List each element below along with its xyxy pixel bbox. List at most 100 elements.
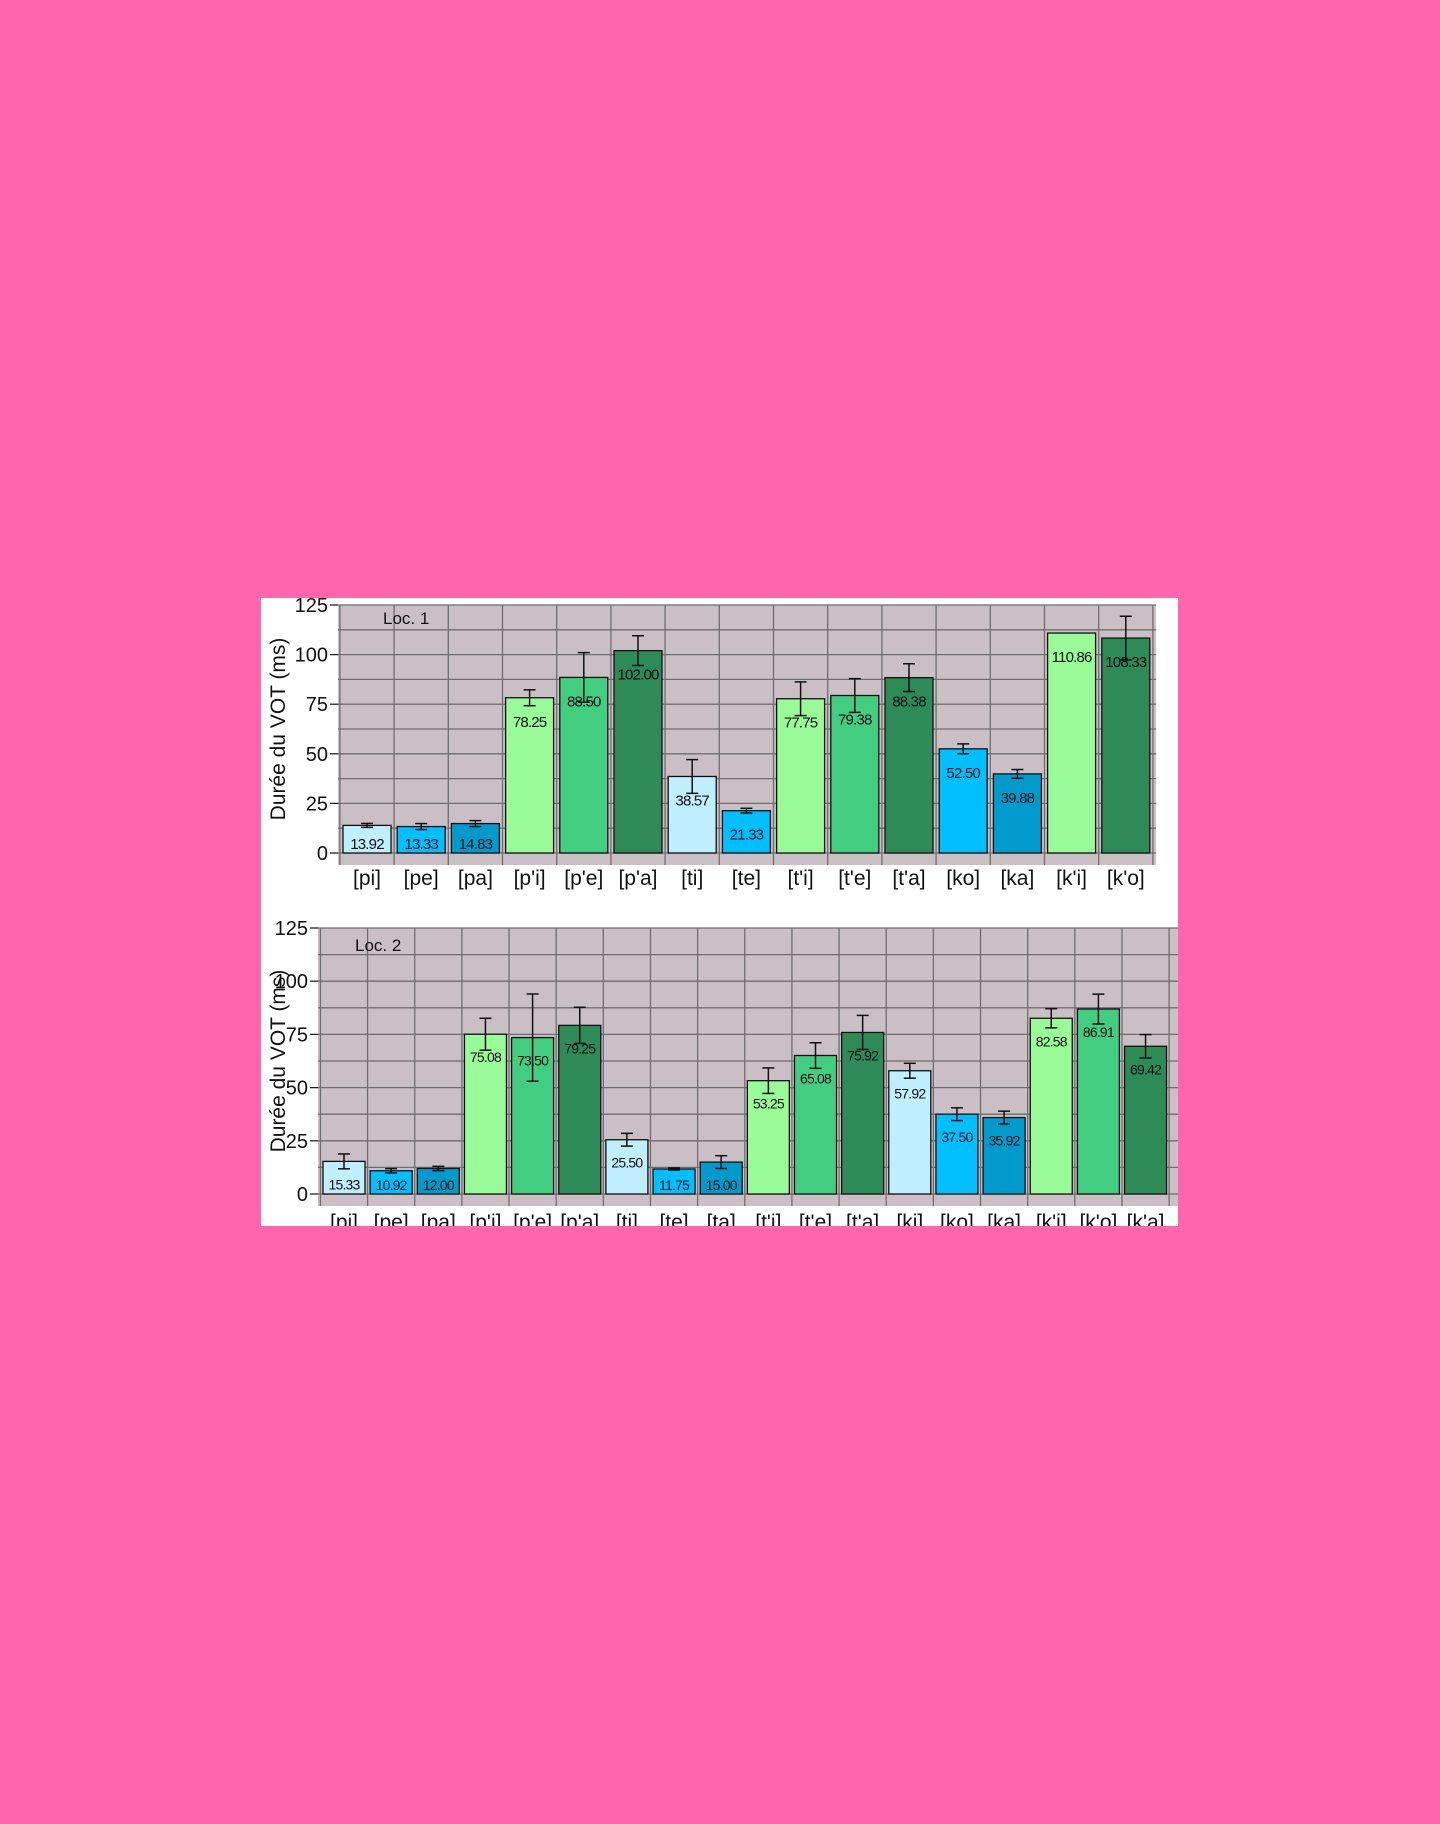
bar <box>652 1168 696 1195</box>
bar-value-label: 53.25 <box>753 1096 785 1112</box>
bar-value-label: 38.57 <box>675 792 709 809</box>
category-label: [t'i] <box>755 1211 781 1226</box>
y-tick-label: 0 <box>317 843 328 865</box>
category-label: [ti] <box>616 1211 638 1226</box>
category-label: [pe] <box>374 1211 409 1226</box>
bar <box>450 822 501 854</box>
chart-panel-1: 0 25 50 75 100 125 Durée du VOT (ms) Loc. 1 13.9… <box>267 598 1156 890</box>
bar-value-label: 13.92 <box>350 836 384 853</box>
category-label: [k'a] <box>1127 1211 1165 1226</box>
bar-value-label: 57.92 <box>894 1086 926 1102</box>
category-label: [ka] <box>987 1211 1021 1226</box>
bar-value-label: 79.38 <box>838 712 872 729</box>
y-tick-label: 100 <box>275 971 308 993</box>
y-axis-label: Durée du VOT (ms) <box>267 970 290 1153</box>
chart-panel-2: 0 25 50 75 100 125 Durée du VOT (ms) Loc. 2 15.3… <box>267 918 1178 1226</box>
category-label: [pe] <box>404 867 439 890</box>
bar <box>793 1054 838 1195</box>
category-label: [pa] <box>421 1211 456 1226</box>
bar-value-label: 108.33 <box>1105 654 1147 671</box>
bar <box>938 748 988 854</box>
y-tick-label: 125 <box>275 918 308 940</box>
category-label: [k'o] <box>1107 867 1145 890</box>
bar <box>613 649 663 854</box>
y-tick-label: 100 <box>295 645 328 667</box>
category-label: [p'e] <box>564 867 603 890</box>
y-tick-label: 75 <box>286 1024 308 1046</box>
category-label: [k'i] <box>1056 867 1087 890</box>
y-tick-label: 25 <box>286 1131 308 1153</box>
bar <box>841 1031 885 1195</box>
y-tick-label: 50 <box>306 744 328 766</box>
category-label: [t'e] <box>799 1211 832 1226</box>
bar-value-label: 110.86 <box>1052 649 1092 666</box>
bar <box>888 1070 932 1195</box>
category-label: [te] <box>732 867 761 890</box>
category-label: [t'i] <box>788 867 814 890</box>
y-tick-label: 25 <box>306 793 328 815</box>
bar <box>775 698 826 854</box>
category-label: [p'a] <box>560 1211 599 1226</box>
bar-value-label: 102.00 <box>617 667 659 684</box>
category-label: [ki] <box>896 1211 923 1226</box>
bar <box>1101 637 1151 854</box>
bar <box>416 1167 460 1195</box>
bar-value-label: 35.92 <box>989 1133 1021 1149</box>
category-label: [te] <box>659 1211 688 1226</box>
vot-figure: 0 25 50 75 100 125 Durée du VOT (ms) Loc. 1 13.9… <box>261 598 1178 1226</box>
bar <box>1076 1008 1121 1195</box>
category-label: [ka] <box>1000 867 1034 890</box>
category-label: [ko] <box>940 1211 974 1226</box>
category-label: [pa] <box>458 867 493 890</box>
bar-value-label: 75.08 <box>470 1049 502 1065</box>
category-label: [t'a] <box>846 1211 879 1226</box>
bar <box>463 1033 508 1195</box>
bar-value-label: 15.00 <box>706 1177 738 1193</box>
category-label: [k'o] <box>1079 1211 1117 1226</box>
bar-value-label: 21.33 <box>730 827 764 844</box>
y-tick-label: 125 <box>295 598 328 617</box>
y-tick-label: 50 <box>286 1078 308 1100</box>
bar-value-label: 73.50 <box>517 1053 549 1069</box>
bar-value-label: 75.92 <box>847 1047 879 1063</box>
panel-annotation: Loc. 2 <box>355 936 401 955</box>
category-label: [pi] <box>353 867 381 890</box>
bar-value-label: 65.08 <box>800 1071 832 1087</box>
y-tick-label: 0 <box>297 1184 308 1206</box>
bar <box>935 1113 979 1195</box>
bar-value-label: 14.83 <box>459 836 493 853</box>
bar-value-label: 15.33 <box>328 1176 360 1192</box>
category-label: [p'a] <box>618 867 657 890</box>
category-label: [ko] <box>946 867 980 890</box>
bar <box>721 810 772 854</box>
bar-value-label: 69.42 <box>1130 1061 1162 1077</box>
bar <box>1046 632 1097 854</box>
category-label: [t'a] <box>892 867 925 890</box>
bar-value-label: 77.75 <box>784 715 818 732</box>
category-label: [pi] <box>330 1211 358 1226</box>
bar-value-label: 79.25 <box>564 1040 596 1056</box>
y-tick-label: 75 <box>306 694 328 716</box>
bar <box>396 825 446 854</box>
bar-value-label: 13.33 <box>404 836 438 853</box>
bar-value-label: 52.50 <box>946 765 980 782</box>
y-axis-label: Durée du VOT (ms) <box>267 638 290 821</box>
bar <box>1123 1045 1168 1195</box>
bar <box>504 697 555 854</box>
bar-value-label: 37.50 <box>941 1129 973 1145</box>
category-label: [t'e] <box>838 867 871 890</box>
bar <box>982 1116 1026 1195</box>
bar <box>605 1139 649 1195</box>
category-label: [p'i] <box>469 1211 501 1226</box>
bar-value-label: 39.88 <box>1001 790 1035 807</box>
bar <box>559 676 609 854</box>
bar <box>746 1080 791 1195</box>
bar <box>342 824 392 854</box>
panel-annotation: Loc. 1 <box>383 609 429 628</box>
bar-value-label: 78.25 <box>513 714 547 731</box>
bar-value-label: 82.58 <box>1036 1033 1068 1049</box>
axis-strip <box>318 1194 1178 1206</box>
category-label: [p'i] <box>514 867 546 890</box>
bar-value-label: 11.75 <box>659 1177 690 1193</box>
category-label: [ti] <box>681 867 703 890</box>
